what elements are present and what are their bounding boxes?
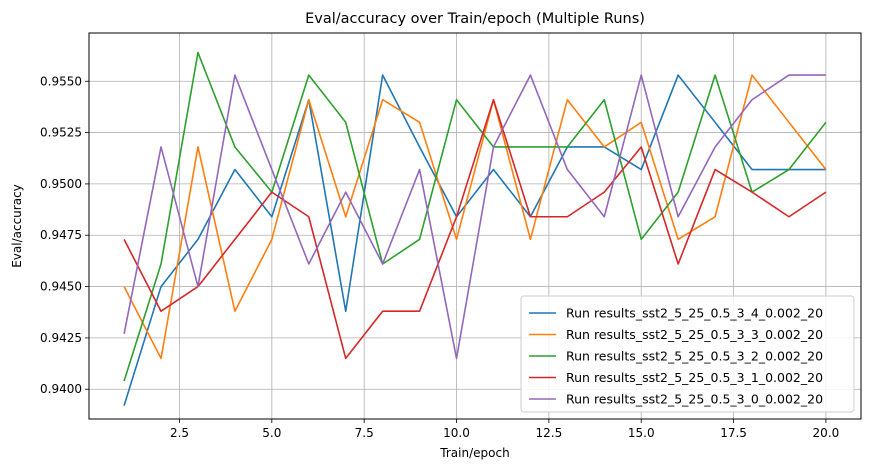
series-line-0 <box>123 74 826 406</box>
y-tick-label: 0.9400 <box>40 382 82 396</box>
legend: Run results_sst2_5_25_0.5_3_4_0.002_20 Ru… <box>520 295 855 413</box>
x-tick-label: 12.5 <box>536 426 563 440</box>
legend-label: Run results_sst2_5_25_0.5_3_1_0.002_20 <box>566 370 823 385</box>
x-axis-title: Train/epoch <box>439 446 509 460</box>
legend-box <box>520 295 855 413</box>
x-tick-label: 7.5 <box>355 426 374 440</box>
y-axis-title: Eval/accuracy <box>10 184 24 268</box>
x-axis: 2.5 5.0 7.5 10.0 12.5 15.0 17.5 20.0 <box>170 419 839 440</box>
series-layer <box>123 51 827 406</box>
legend-label: Run results_sst2_5_25_0.5_3_3_0.002_20 <box>566 327 823 342</box>
y-tick-label: 0.9500 <box>40 177 82 191</box>
x-tick-label: 10.0 <box>443 426 470 440</box>
y-tick-label: 0.9475 <box>40 228 82 242</box>
legend-label: Run results_sst2_5_25_0.5_3_0_0.002_20 <box>566 392 823 407</box>
legend-label: Run results_sst2_5_25_0.5_3_2_0.002_20 <box>566 349 823 364</box>
y-tick-label: 0.9525 <box>40 126 82 140</box>
x-tick-label: 17.5 <box>720 426 747 440</box>
x-tick-label: 2.5 <box>170 426 189 440</box>
series-line-1 <box>123 74 827 360</box>
y-axis: 0.9400 0.9425 0.9450 0.9475 0.9500 0.9525 0.95… <box>40 74 89 396</box>
y-tick-label: 0.9550 <box>40 74 82 88</box>
x-tick-label: 5.0 <box>262 426 281 440</box>
legend-label: Run results_sst2_5_25_0.5_3_4_0.002_20 <box>566 306 823 321</box>
y-tick-label: 0.9425 <box>40 331 82 345</box>
y-tick-label: 0.9450 <box>40 280 82 294</box>
plot-frame <box>88 32 862 420</box>
series-line-4 <box>123 74 826 360</box>
x-tick-label: 15.0 <box>628 426 655 440</box>
series-line-2 <box>123 51 827 382</box>
series-line-3 <box>123 98 827 360</box>
chart-title: Eval/accuracy over Train/epoch (Multiple… <box>305 11 645 27</box>
x-tick-label: 20.0 <box>813 426 840 440</box>
